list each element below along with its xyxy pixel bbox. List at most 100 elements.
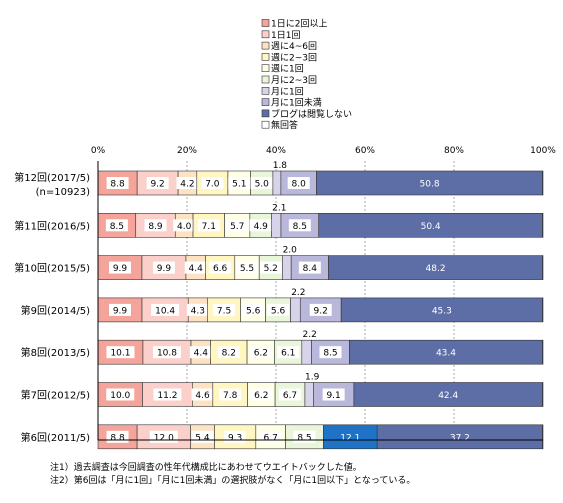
data-label: 5.0 (255, 180, 270, 190)
bar-segment (376, 424, 543, 450)
data-label: 5.7 (230, 222, 244, 232)
data-label: 10.8 (157, 349, 177, 359)
data-label: 50.4 (421, 222, 441, 232)
data-label: 42.4 (438, 391, 458, 401)
data-label-box (228, 177, 251, 189)
data-label: 12.1 (340, 433, 360, 443)
data-label-box (152, 261, 175, 274)
data-label-box (226, 219, 249, 232)
data-label-box (259, 261, 282, 274)
data-label-box (250, 177, 273, 189)
data-label: 1.9 (305, 373, 320, 383)
x-tick-label: 20% (177, 146, 197, 156)
category-label: 第11回(2016/5) (14, 219, 90, 232)
data-label-box (105, 219, 128, 232)
data-label-box (277, 346, 300, 359)
data-label: 10.4 (155, 306, 175, 316)
data-label: 7.5 (217, 306, 231, 316)
category-label: 第9回(2014/5) (21, 304, 90, 317)
legend-entry: ブログは閲覧しない (271, 108, 352, 120)
bar-segment (304, 382, 314, 407)
data-label-box (250, 388, 273, 401)
bar-segment (290, 297, 301, 323)
legend-entry: 週に2~3回 (271, 52, 317, 63)
legend-swatch (261, 41, 270, 50)
data-label: 45.3 (432, 306, 452, 316)
data-label: 9.9 (157, 264, 172, 274)
data-label-box (152, 346, 181, 359)
data-label: 8.5 (110, 222, 124, 232)
data-label-box (309, 303, 332, 316)
data-label: 4.9 (254, 222, 269, 232)
data-label: 4.2 (180, 180, 194, 190)
data-label-box (217, 346, 240, 359)
category-label: 第12回(2017/5) (14, 171, 90, 184)
data-label-box (108, 261, 131, 274)
data-label: 48.2 (426, 264, 446, 274)
data-label: 4.6 (195, 391, 210, 401)
data-label: 37.2 (450, 433, 470, 443)
data-label-box (146, 177, 169, 189)
legend-entry: 無回答 (271, 119, 298, 131)
data-label-box (288, 219, 311, 232)
data-label-box (242, 303, 265, 316)
data-label: 4.4 (189, 264, 204, 274)
data-label-box (197, 219, 220, 232)
data-label-box (106, 177, 129, 189)
data-label: 50.8 (420, 180, 440, 190)
data-label: 9.2 (314, 306, 328, 316)
data-label-box (322, 388, 345, 401)
legend-entry: 1日1回 (271, 30, 300, 41)
bar-segment (353, 382, 543, 407)
data-label: 4.3 (191, 306, 205, 316)
data-label-box (213, 303, 236, 316)
bar-segment (97, 170, 138, 196)
data-label: 2.2 (303, 330, 317, 340)
data-label: 9.3 (228, 433, 242, 443)
legend-entry: 月に2~3回 (271, 75, 317, 86)
data-label-box (209, 261, 232, 274)
data-label: 12.0 (154, 433, 174, 443)
bar-segment (282, 255, 292, 280)
legend-entry: 週に1回 (271, 64, 304, 75)
legend-swatch (261, 53, 270, 61)
bar-segment (318, 213, 543, 238)
data-label-box (184, 261, 207, 274)
data-label: 8.9 (148, 222, 163, 232)
data-label: 4.4 (194, 349, 209, 359)
data-label: 6.2 (254, 349, 268, 359)
data-label: 5.6 (246, 306, 261, 316)
category-label: 第10回(2015/5) (14, 262, 90, 275)
data-label: 7.8 (223, 391, 238, 401)
data-label: 9.9 (113, 264, 128, 274)
data-label: 8.4 (303, 264, 318, 274)
data-label: 8.5 (323, 349, 337, 359)
data-label-box (151, 303, 180, 316)
data-label: 7.1 (202, 222, 216, 232)
x-tick-label: 100% (530, 146, 556, 156)
data-label: 5.4 (195, 433, 210, 443)
data-label: 7.0 (205, 180, 220, 190)
data-label: 9.1 (326, 391, 340, 401)
category-label: 第8回(2013/5) (21, 346, 90, 359)
bar-segment (340, 297, 543, 323)
category-label: (n=10923) (36, 187, 90, 198)
bar-segment (272, 170, 282, 196)
legend-swatch (261, 87, 270, 95)
data-label-box (153, 388, 182, 401)
data-label-box (109, 303, 132, 316)
x-tick-label: 60% (355, 146, 375, 156)
data-label: 10.0 (110, 391, 130, 401)
data-label: 6.2 (254, 391, 268, 401)
category-label: 第6回(2011/5) (21, 431, 90, 444)
legend-entry: 月に1回 (271, 86, 304, 97)
footnote-2: 注2）第6回は「月に1回」「月に1回未満」の選択肢がなく「月に1回以下」となって… (50, 476, 416, 486)
bar-segment (316, 170, 543, 196)
data-label-box (249, 219, 272, 232)
legend-swatch (261, 30, 270, 39)
data-label: 10.1 (110, 349, 130, 359)
data-label-box (144, 219, 167, 232)
data-label: 5.2 (264, 264, 278, 274)
bar-segment (301, 339, 312, 365)
